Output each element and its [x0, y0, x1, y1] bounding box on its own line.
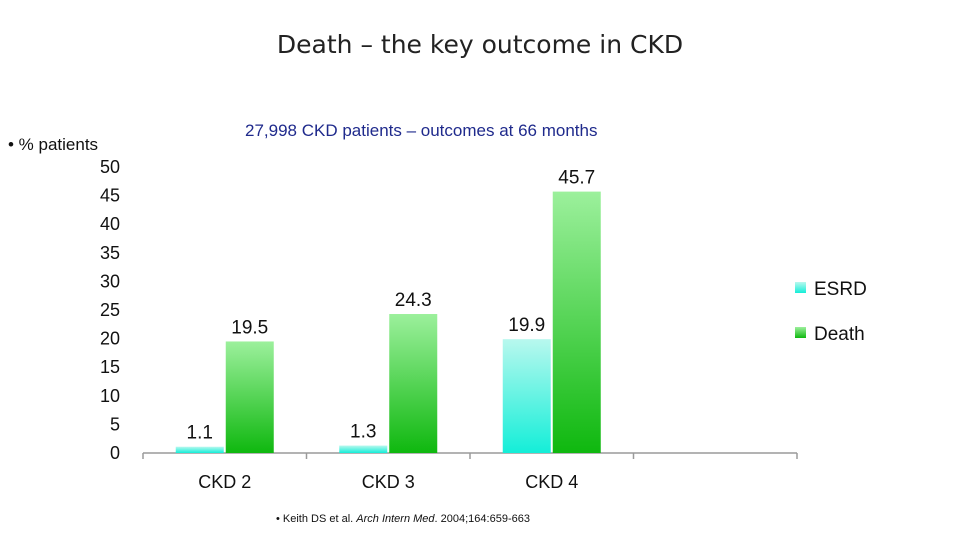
- slide-title: Death – the key outcome in CKD: [276, 30, 684, 59]
- y-tick-label: 25: [100, 300, 120, 320]
- y-tick-label: 50: [100, 157, 120, 177]
- bar-death: [225, 341, 274, 453]
- data-label: 1.3: [350, 422, 376, 443]
- bar-esrd: [175, 446, 224, 453]
- bar-esrd: [339, 445, 388, 453]
- citation-journal: Arch Intern Med: [356, 513, 435, 525]
- data-label: 19.9: [508, 315, 545, 336]
- legend-swatch: [795, 282, 806, 293]
- x-tick-label: CKD 4: [525, 472, 578, 492]
- legend-label: ESRD: [814, 279, 867, 300]
- y-tick-label: 10: [100, 386, 120, 406]
- x-tick-label: CKD 3: [362, 472, 415, 492]
- bar-death: [552, 191, 601, 453]
- chart-subtitle: 27,998 CKD patients – outcomes at 66 mon…: [245, 121, 598, 140]
- data-label: 24.3: [395, 290, 432, 311]
- y-tick-label: 40: [100, 214, 120, 234]
- citation-suffix: . 2004;164:659-663: [434, 513, 530, 525]
- legend-label: Death: [814, 324, 865, 345]
- y-tick-label: 15: [100, 357, 120, 377]
- bar-death: [389, 314, 438, 453]
- y-tick-label: 45: [100, 186, 120, 206]
- y-tick-label: 0: [110, 443, 120, 463]
- y-tick-label: 20: [100, 329, 120, 349]
- y-tick-label: 30: [100, 271, 120, 291]
- y-tick-label: 5: [110, 414, 120, 434]
- x-tick-label: CKD 2: [198, 472, 251, 492]
- citation-prefix: • Keith DS et al.: [276, 513, 357, 525]
- data-label: 45.7: [558, 168, 595, 189]
- bar-esrd: [502, 339, 551, 453]
- citation: • Keith DS et al. Arch Intern Med. 2004;…: [276, 513, 530, 525]
- y-axis-label: • % patients: [8, 135, 99, 154]
- data-label: 1.1: [187, 423, 213, 444]
- data-label: 19.5: [231, 317, 268, 338]
- legend-swatch: [795, 327, 806, 338]
- y-tick-label: 35: [100, 243, 120, 263]
